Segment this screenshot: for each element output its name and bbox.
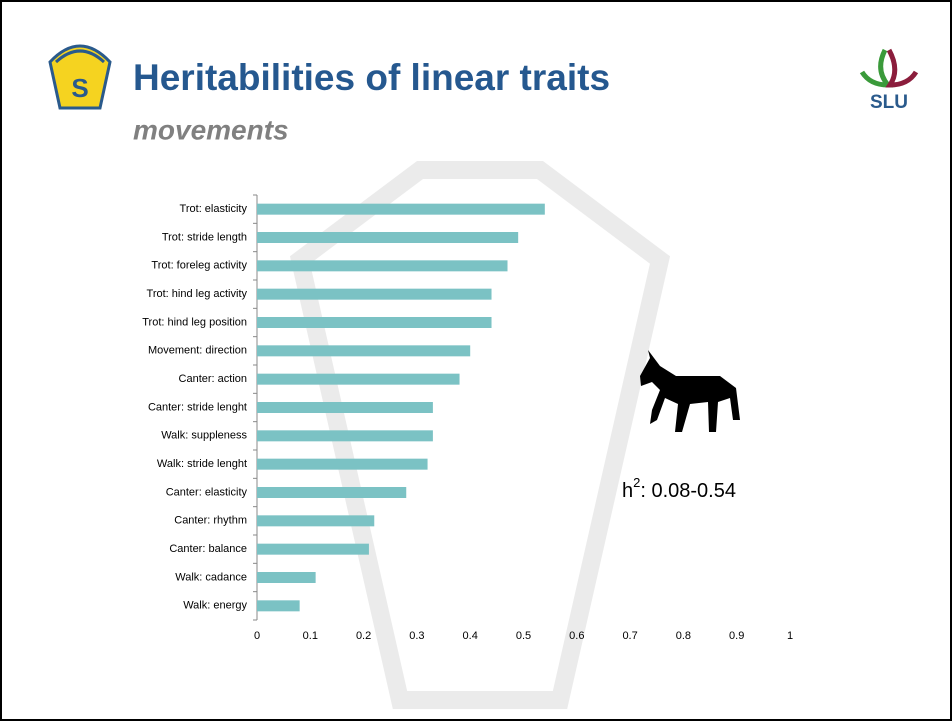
y-tick-label: Canter: elasticity [166,486,248,498]
bar [257,572,316,583]
left-logo: S [48,44,112,110]
y-tick-label: Walk: stride lenght [157,458,247,470]
bar [257,458,428,470]
bar [257,515,375,527]
chart-subtitle: movements [133,114,289,145]
bar [257,345,471,357]
y-tick-label: Canter: stride lenght [148,401,247,413]
bar [257,600,300,612]
x-tick-label: 0.6 [569,630,584,642]
bar [257,487,407,498]
x-tick-label: 0.5 [516,630,531,642]
left-logo-text: S [71,73,88,103]
annotation: h2: 0.08-0.54 [622,475,736,502]
x-tick-label: 0.8 [676,630,691,642]
bar [257,402,433,413]
chart-title: Heritabilities of linear traits [133,57,610,98]
x-tick-label: 0.1 [303,630,318,642]
x-tick-label: 0.3 [409,630,424,642]
bar [257,543,369,555]
right-logo-text: SLU [870,92,908,113]
x-tick-label: 1 [787,630,793,642]
y-tick-label: Walk: cadance [175,571,247,583]
x-tick-label: 0 [254,630,260,642]
annotation-base: h [622,480,633,502]
y-tick-label: Walk: suppleness [161,430,247,442]
bar [257,288,492,300]
y-tick-label: Walk: energy [183,600,247,612]
right-logo: SLU [859,48,919,113]
bar [257,260,508,272]
horse-icon [640,350,740,432]
annotation-rest: : 0.08-0.54 [640,480,736,502]
bar [257,373,460,385]
y-tick-label: Trot: stride length [162,231,247,243]
y-tick-label: Trot: elasticity [180,203,248,215]
y-tick-label: Canter: action [179,373,247,385]
y-tick-label: Canter: rhythm [174,515,247,527]
x-tick-label: 0.2 [356,630,371,642]
y-tick-label: Trot: foreleg activity [151,260,247,272]
y-tick-label: Trot: hind leg activity [147,288,248,300]
y-tick-label: Canter: balance [169,543,247,555]
bar [257,232,519,243]
y-tick-label: Movement: direction [148,345,247,357]
annotation-sup: 2 [633,475,640,490]
bar [257,430,433,442]
bar [257,203,545,215]
bar [257,317,492,328]
watermark [289,161,671,709]
x-tick-label: 0.7 [622,630,637,642]
x-tick-label: 0.9 [729,630,744,642]
x-tick-label: 0.4 [463,630,478,642]
y-tick-label: Trot: hind leg position [142,316,247,328]
